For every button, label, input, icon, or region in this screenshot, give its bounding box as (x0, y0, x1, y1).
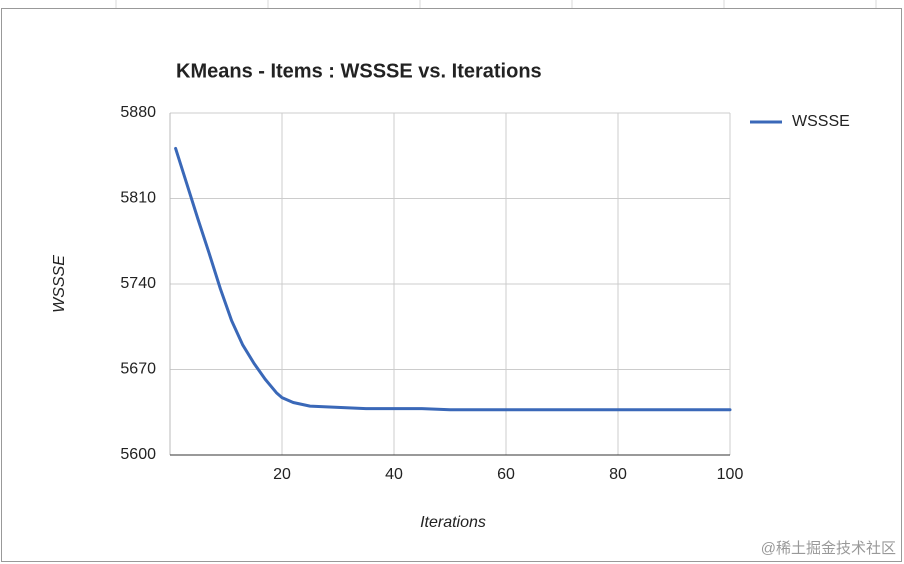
sheet-grid (115, 0, 877, 8)
chart-title: KMeans - Items : WSSSE vs. Iterations (176, 60, 542, 82)
y-tick-label: 5600 (120, 446, 156, 463)
watermark: @稀土掘金技术社区 (761, 540, 896, 557)
x-tick-label: 20 (273, 466, 291, 483)
y-tick-label: 5740 (120, 275, 156, 292)
data-line (174, 146, 732, 412)
x-axis-title: Iterations (420, 514, 486, 531)
chart-frame (1, 8, 902, 562)
y-tick-label: 5670 (120, 361, 156, 378)
x-tick-label: 80 (609, 466, 627, 483)
x-tick-label: 40 (385, 466, 403, 483)
y-tick-label: 5880 (120, 104, 156, 121)
y-tick-label: 5810 (120, 190, 156, 207)
x-tick-label: 60 (497, 466, 515, 483)
legend-label: WSSSE (792, 113, 850, 130)
y-axis-title: WSSSE (51, 255, 68, 313)
x-tick-label: 100 (717, 466, 744, 483)
